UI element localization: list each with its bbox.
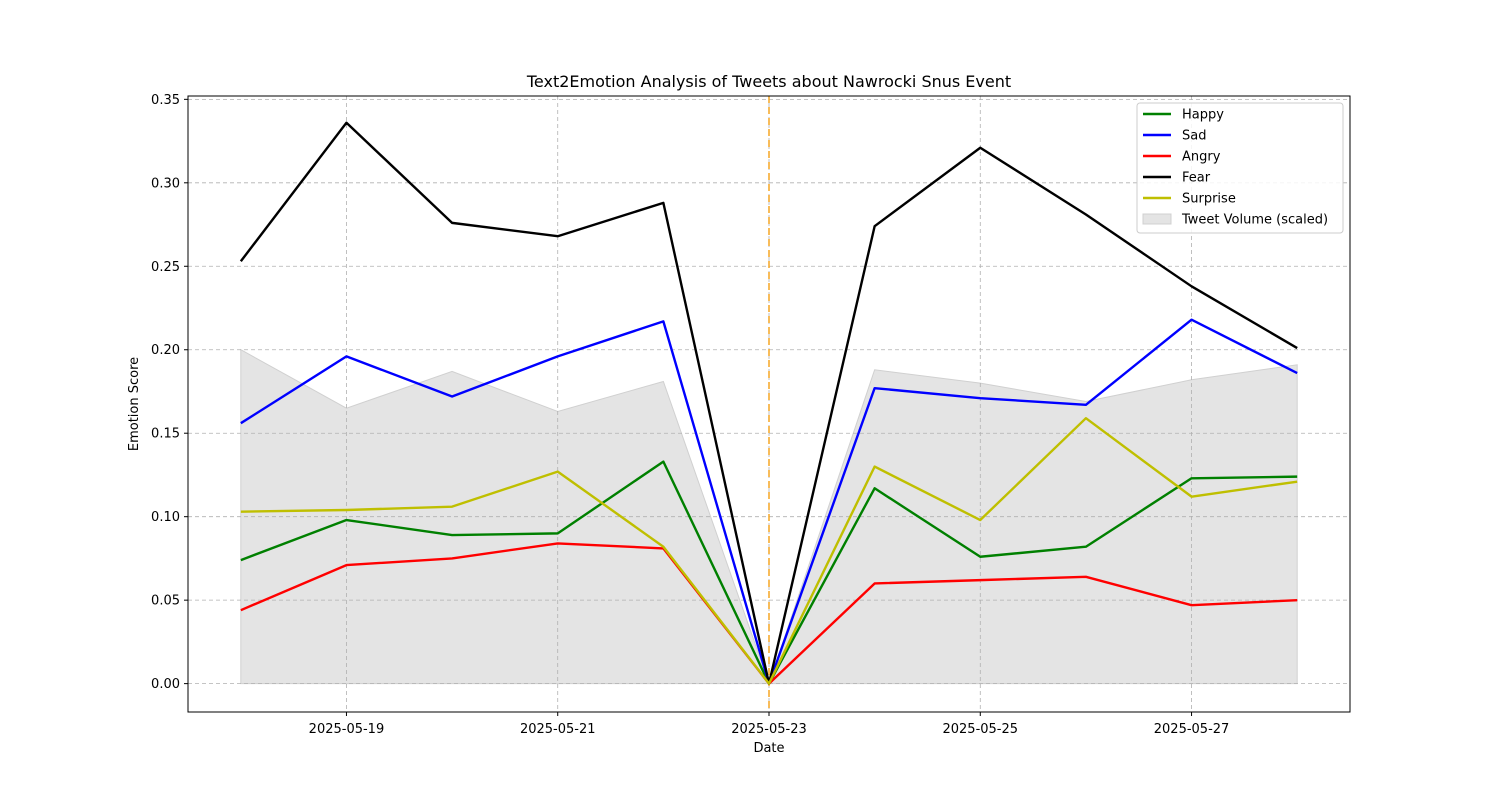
legend-label: Sad [1182, 129, 1206, 144]
legend-label: Happy [1182, 108, 1224, 123]
chart-legend: Happy Sad Angry Fear Surprise Tweet Volume (s… [1136, 102, 1344, 234]
x-tick-label: 2025-05-25 [942, 722, 1018, 737]
y-tick-label: 0.30 [151, 176, 180, 191]
x-tick-label: 2025-05-27 [1154, 722, 1230, 737]
x-tick-label: 2025-05-23 [731, 722, 807, 737]
series-line-surprise [240, 416, 1298, 685]
legend-label: Angry [1182, 150, 1221, 165]
tick-layer: 0.00 0.05 0.10 0.15 0.20 0.25 0.30 0.35 2025-05-… [151, 93, 1229, 737]
legend-label: Surprise [1182, 192, 1236, 207]
y-axis-label: Emotion Score [127, 357, 142, 451]
chart-title: Text2Emotion Analysis of Tweets about Na… [526, 72, 1011, 91]
y-tick-label: 0.10 [151, 510, 180, 525]
legend-label: Fear [1182, 171, 1211, 186]
series-layer [239, 121, 1298, 685]
legend-box [1136, 102, 1344, 234]
y-tick-label: 0.25 [151, 260, 180, 275]
x-tick-label: 2025-05-19 [309, 722, 385, 737]
legend-swatch-tweet-volume [1142, 213, 1172, 225]
legend-label: Tweet Volume (scaled) [1181, 213, 1328, 228]
y-tick-label: 0.20 [151, 343, 180, 358]
y-tick-label: 0.15 [151, 427, 180, 442]
y-tick-label: 0.35 [151, 93, 180, 108]
x-tick-label: 2025-05-21 [520, 722, 596, 737]
x-axis-label: Date [753, 741, 784, 756]
y-tick-label: 0.05 [151, 594, 180, 609]
y-tick-label: 0.00 [151, 677, 180, 692]
